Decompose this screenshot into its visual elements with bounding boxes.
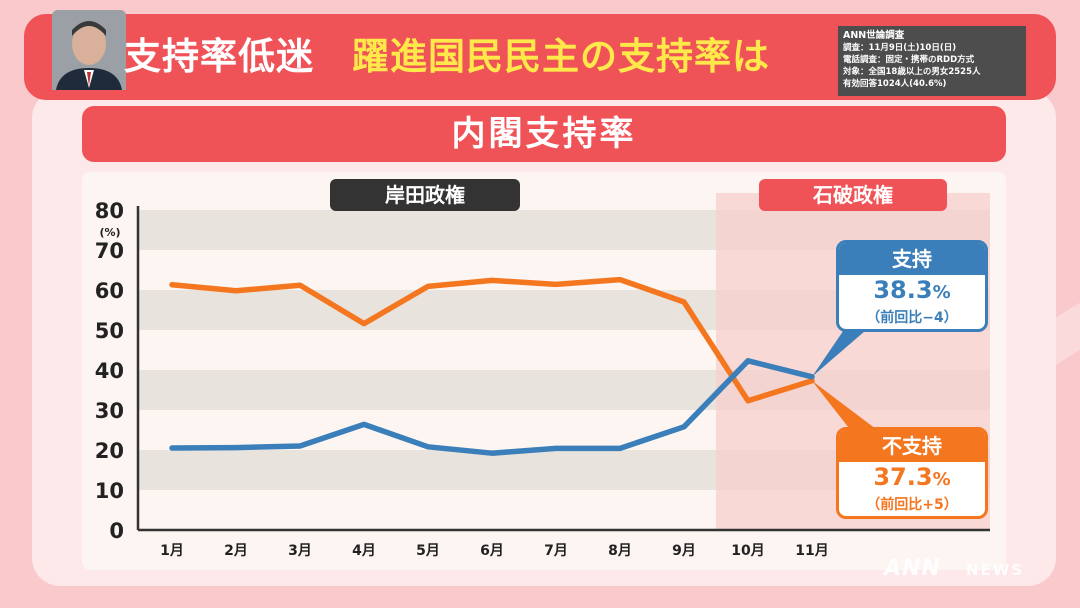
x-tick-label: 9月 [672, 543, 696, 559]
support-callout-pointer [812, 318, 880, 377]
x-tick-label: 10月 [731, 543, 764, 559]
nonsupport-callout-pointer [812, 380, 880, 432]
x-tick-label: 3月 [288, 543, 312, 559]
x-tick-label: 5月 [416, 543, 440, 559]
support-callout-label: 支持 [839, 243, 985, 275]
headline-subtitle: 躍進国民民主の支持率は [352, 35, 770, 78]
headline-title: 支持率低迷 [124, 35, 314, 78]
y-tick-label: 40 [95, 359, 124, 383]
x-tick-label: 2月 [224, 543, 248, 559]
nonsupport-callout: 不支持 37.3% （前回比+5） [836, 427, 988, 519]
nonsupport-callout-diff: （前回比+5） [866, 497, 958, 513]
politician-portrait [52, 10, 126, 90]
survey-line: 調査：11月9日(土)10日(日) [843, 43, 957, 53]
nonsupport-callout-value-row: 37.3% [839, 462, 985, 495]
survey-line: 有効回答1024人(40.6%) [843, 79, 947, 89]
support-callout-unit: % [932, 282, 951, 303]
x-tick-label: 4月 [352, 543, 376, 559]
x-tick-label: 6月 [480, 543, 504, 559]
nonsupport-callout-value: 37.3 [873, 463, 933, 491]
y-tick-label: 80 [95, 199, 124, 223]
y-tick-label: 60 [95, 279, 124, 303]
era-label-ishiba: 石破政権 [759, 179, 947, 211]
y-axis-unit-label: (%) [99, 226, 120, 239]
nonsupport-callout-label: 不支持 [839, 430, 985, 462]
support-callout: 支持 38.3% （前回比−4） [836, 240, 988, 332]
x-tick-label: 7月 [544, 543, 568, 559]
y-tick-label: 10 [95, 479, 124, 503]
support-callout-value-row: 38.3% [839, 275, 985, 308]
y-tick-label: 70 [95, 239, 124, 263]
series-line [169, 358, 815, 456]
survey-line: 電話調査：固定・携帯のRDD方式 [843, 55, 975, 65]
x-tick-label: 8月 [608, 543, 632, 559]
y-tick-label: 0 [109, 519, 124, 543]
news-logo: NEWS [966, 561, 1025, 579]
ann-logo: ANN [884, 556, 941, 581]
era-label-kishida: 岸田政権 [330, 179, 520, 211]
nonsupport-callout-unit: % [932, 469, 951, 490]
support-callout-value: 38.3 [873, 276, 933, 304]
x-tick-label: 1月 [160, 543, 184, 559]
series-line [169, 276, 815, 404]
x-tick-label: 11月 [795, 543, 828, 559]
y-tick-label: 50 [95, 319, 124, 343]
support-callout-diff: （前回比−4） [866, 310, 958, 326]
y-tick-label: 20 [95, 439, 124, 463]
survey-line: 対象：全国18歳以上の男女2525人 [843, 67, 981, 77]
survey-info-box: ANN世論調査 調査：11月9日(土)10日(日) 電話調査：固定・携帯のRDD… [838, 26, 1026, 96]
y-tick-label: 30 [95, 399, 124, 423]
survey-line: ANN世論調査 [843, 30, 905, 41]
chart-title: 内閣支持率 [82, 106, 1006, 162]
